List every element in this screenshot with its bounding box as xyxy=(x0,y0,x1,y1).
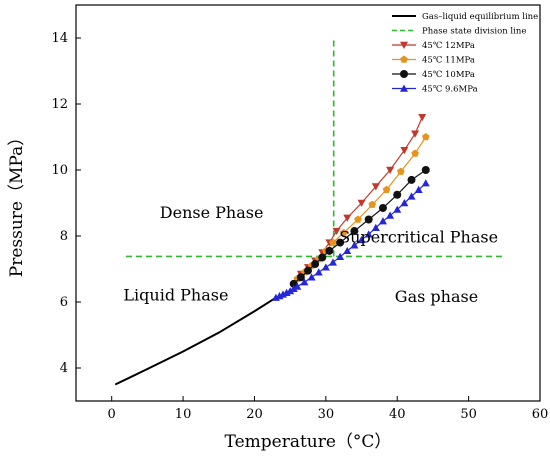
legend-item: 45℃ 10MPa xyxy=(392,70,475,80)
legend-item: Gas–liquid equilibrium line xyxy=(392,12,538,22)
data-point xyxy=(286,287,295,295)
series-3 xyxy=(271,179,430,301)
data-point xyxy=(289,284,298,292)
legend-marker xyxy=(400,70,408,78)
plot-frame xyxy=(75,4,541,402)
data-point xyxy=(407,175,416,184)
data-point xyxy=(364,230,373,238)
data-point xyxy=(339,228,348,236)
legend-item: Phase state division line xyxy=(392,27,526,37)
data-point xyxy=(357,235,366,244)
legend-label: 45℃ 9.6MPa xyxy=(422,85,478,95)
x-tick-label: 50 xyxy=(460,407,477,422)
phase-division-lines xyxy=(125,38,505,258)
data-point xyxy=(386,166,395,174)
legend-label: Phase state division line xyxy=(422,27,526,37)
data-point xyxy=(354,215,362,223)
x-axis-title: Temperature（°C） xyxy=(225,432,392,452)
x-tick-label: 20 xyxy=(246,407,263,422)
data-point xyxy=(411,130,420,138)
data-point xyxy=(336,238,345,247)
data-point xyxy=(332,227,341,236)
series-layer xyxy=(271,114,430,301)
data-point xyxy=(393,205,402,213)
series-0 xyxy=(296,114,427,278)
data-point xyxy=(414,185,423,193)
data-point xyxy=(293,282,302,290)
equilibrium-line xyxy=(114,296,277,386)
data-point xyxy=(396,167,405,175)
data-point xyxy=(350,241,359,249)
data-point xyxy=(371,183,380,191)
axis-ticks: 0 10 20 30 40 50 60 4 6 8 10 12 14 xyxy=(51,31,548,422)
data-point xyxy=(400,147,409,155)
data-point xyxy=(343,246,352,255)
data-point xyxy=(328,258,337,266)
data-point xyxy=(321,263,330,271)
data-point xyxy=(421,133,430,141)
data-point xyxy=(318,253,327,262)
x-tick-label: 10 xyxy=(175,407,192,422)
y-tick-label: 14 xyxy=(51,31,68,46)
data-point xyxy=(314,268,323,276)
region-labels: Dense Phase Supercritical Phase Liquid Pha… xyxy=(123,203,498,306)
legend-label: 45℃ 11MPa xyxy=(422,56,475,66)
data-point xyxy=(336,252,345,260)
data-point xyxy=(300,278,309,286)
y-tick-label: 6 xyxy=(60,295,68,310)
equilibrium-line-layer xyxy=(114,296,277,386)
data-point xyxy=(393,190,402,199)
y-tick-label: 12 xyxy=(51,97,68,112)
y-tick-label: 8 xyxy=(60,229,68,244)
data-point xyxy=(421,179,430,187)
legend-marker xyxy=(400,41,408,49)
data-point xyxy=(350,227,359,236)
x-tick-label: 30 xyxy=(318,407,335,422)
data-point xyxy=(343,214,352,222)
data-point xyxy=(421,166,430,174)
y-axis-title: Pressure（MPa） xyxy=(7,129,27,277)
legend-item: 45℃ 12MPa xyxy=(392,41,475,51)
data-point xyxy=(386,211,395,219)
legend-label: 45℃ 10MPa xyxy=(422,70,475,80)
data-point xyxy=(411,149,419,157)
series-2 xyxy=(289,166,430,288)
x-tick-label: 0 xyxy=(108,407,116,422)
x-tick-label: 60 xyxy=(532,407,549,422)
legend: Gas–liquid equilibrium line Phase state d… xyxy=(392,12,538,95)
data-point xyxy=(311,260,320,269)
data-point xyxy=(325,246,334,255)
legend-marker xyxy=(400,84,408,92)
data-point xyxy=(418,114,427,122)
data-point xyxy=(371,223,380,231)
legend-marker xyxy=(400,55,408,63)
data-point xyxy=(364,215,373,224)
data-point xyxy=(368,200,377,208)
region-label: Dense Phase xyxy=(160,203,264,222)
data-point xyxy=(296,273,305,282)
region-label: Supercritical Phase xyxy=(339,228,498,247)
x-tick-label: 40 xyxy=(389,407,406,422)
data-point xyxy=(407,192,416,200)
region-label: Liquid Phase xyxy=(123,285,228,304)
data-point xyxy=(357,199,366,207)
legend-item: 45℃ 11MPa xyxy=(392,55,475,66)
data-point xyxy=(378,217,387,225)
legend-label: 45℃ 12MPa xyxy=(422,41,475,51)
y-tick-label: 4 xyxy=(60,361,68,376)
data-point xyxy=(307,273,316,281)
y-tick-label: 10 xyxy=(51,163,68,178)
data-point xyxy=(304,266,312,275)
legend-item: 45℃ 9.6MPa xyxy=(392,84,478,95)
data-point xyxy=(378,203,387,212)
legend-label: Gas–liquid equilibrium line xyxy=(422,12,538,22)
region-label: Gas phase xyxy=(395,287,478,306)
data-point xyxy=(382,185,391,194)
data-point xyxy=(400,199,409,207)
data-point xyxy=(329,238,337,246)
